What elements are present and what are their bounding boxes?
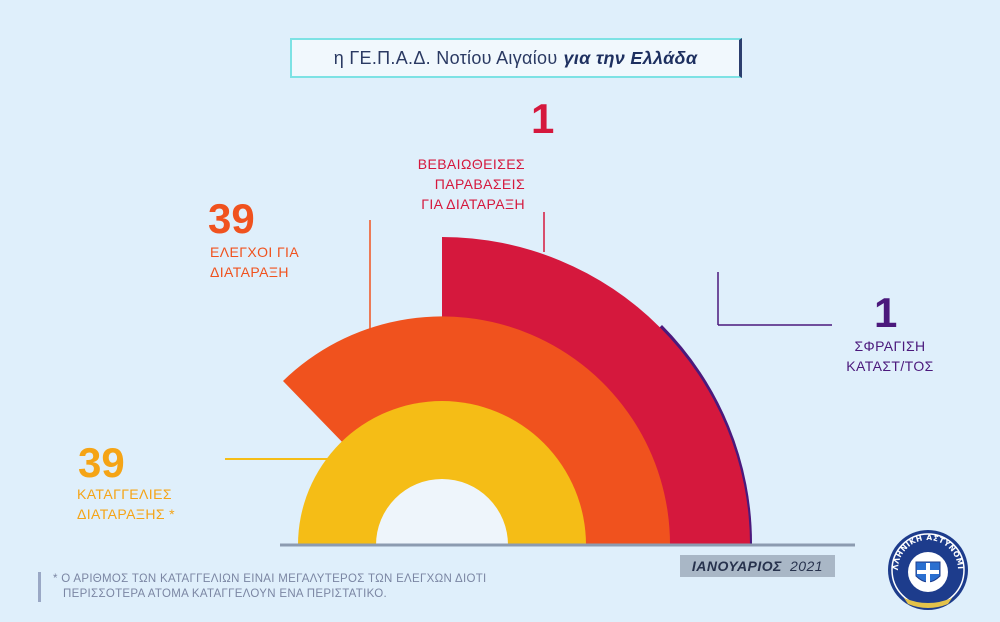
category-label-orange: ΕΛΕΓΧΟΙ ΓΙΑ ΔΙΑΤΑΡΑΞΗ — [210, 244, 300, 280]
period-month: ΙΑΝΟΥΑΡΙΟΣ — [691, 558, 782, 574]
hellenic-police-emblem-icon: ΕΛΛΗΝΙΚΗ ΑΣΤΥΝΟΜΙΑ — [886, 528, 968, 610]
value-label-purple: 1 — [874, 289, 898, 336]
title-prefix: η ΓΕ.Π.Α.Δ. Νοτίου Αιγαίου — [333, 47, 558, 68]
arc-yellow — [298, 401, 586, 545]
footnote: * Ο ΑΡΙΘΜΟΣ ΤΩΝ ΚΑΤΑΓΓΕΛΙΩΝ ΕΙΝΑΙ ΜΕΓΑΛΥ… — [38, 572, 523, 602]
value-label-orange: 39 — [208, 195, 255, 242]
category-label-yellow: ΚΑΤΑΓΓΕΛΙΕΣ ΔΙΑΤΑΡΑΞΗΣ * — [77, 486, 176, 522]
value-label-yellow: 39 — [78, 439, 125, 486]
category-label-red: ΒΕΒΑΙΩΘΕΙΣΕΣ ΠΑΡΑΒΑΣΕΙΣ ΓΙΑ ΔΙΑΤΑΡΑΞΗ — [417, 156, 525, 212]
category-label-purple: ΣΦΡΑΓΙΣΗ ΚΑΤΑΣΤ/ΤΟΣ — [846, 338, 934, 374]
period-badge: ΙΑΝΟΥΑΡΙΟΣ 2021 — [680, 555, 835, 577]
value-label-red: 1 — [531, 95, 555, 142]
arc-center — [376, 479, 508, 545]
chart-title: η ΓΕ.Π.Α.Δ. Νοτίου Αιγαίου για την Ελλάδ… — [290, 38, 742, 78]
title-emphasis: για την Ελλάδα — [563, 47, 698, 68]
period-year: 2021 — [789, 558, 824, 574]
